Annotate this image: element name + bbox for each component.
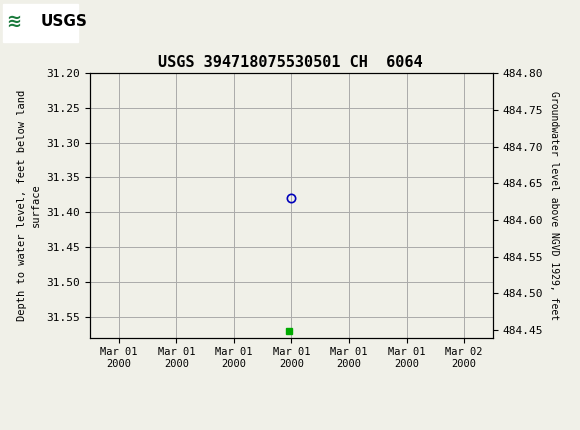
Text: USGS 394718075530501 CH  6064: USGS 394718075530501 CH 6064 (158, 55, 422, 70)
Y-axis label: Depth to water level, feet below land
surface: Depth to water level, feet below land su… (17, 90, 41, 321)
Y-axis label: Groundwater level above NGVD 1929, feet: Groundwater level above NGVD 1929, feet (549, 91, 559, 320)
Text: ≋: ≋ (6, 12, 21, 31)
Bar (3, 3, 78, 42)
Text: USGS: USGS (41, 14, 88, 29)
